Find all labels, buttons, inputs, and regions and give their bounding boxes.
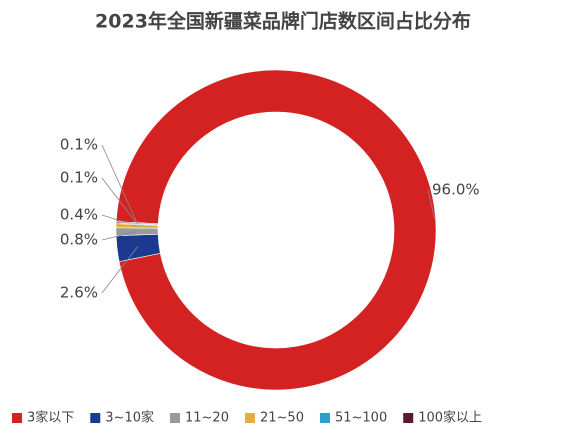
legend-swatch <box>319 413 330 423</box>
legend-label: 100家以上 <box>418 410 482 426</box>
value-label: 0.1% <box>60 169 98 187</box>
leader-line <box>101 177 138 225</box>
leader-line <box>427 189 435 219</box>
value-label: 96.0% <box>432 181 480 199</box>
legend-swatch <box>244 413 255 423</box>
leader-line <box>101 144 138 224</box>
value-label: 2.6% <box>60 284 98 302</box>
donut-slice <box>115 69 437 391</box>
legend-swatch <box>403 413 414 423</box>
chart-title: 2023年全国新疆菜品牌门店数区间占比分布 <box>95 10 471 33</box>
legend-label: 3~10家 <box>105 410 154 426</box>
leader-line <box>101 246 139 294</box>
leader-line <box>101 231 138 241</box>
legend-swatch <box>12 413 22 423</box>
value-label: 0.1% <box>60 136 98 154</box>
legend-swatch <box>90 413 101 423</box>
value-label: 0.4% <box>60 206 98 224</box>
legend-label: 51~100 <box>335 411 387 426</box>
legend-swatch <box>170 413 180 423</box>
legend-label: 3家以下 <box>27 410 74 426</box>
legend-label: 21~50 <box>260 411 304 426</box>
legend-label: 11~20 <box>185 411 229 426</box>
value-label: 0.8% <box>60 231 98 249</box>
